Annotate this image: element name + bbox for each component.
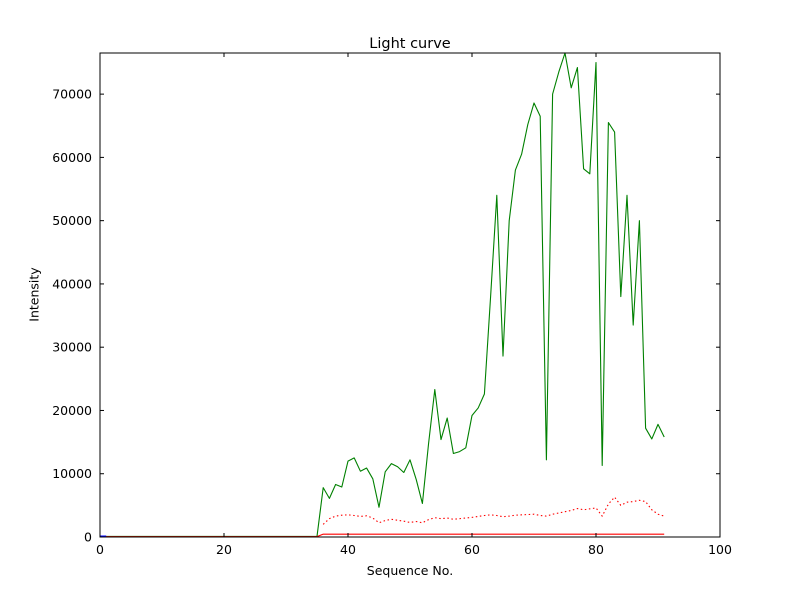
sky-intensity-red-solid-line bbox=[100, 533, 665, 538]
x-tick-label: 0 bbox=[96, 542, 104, 557]
y-tick-label: 40000 bbox=[52, 276, 92, 291]
y-tick-label: 0 bbox=[84, 530, 92, 545]
y-tick-label: 20000 bbox=[52, 403, 92, 418]
x-tick-label: 80 bbox=[588, 542, 604, 557]
x-tick-label: 40 bbox=[340, 542, 356, 557]
axes-frame bbox=[99, 52, 721, 538]
y-tick-label: 50000 bbox=[52, 213, 92, 228]
y-tick-label: 60000 bbox=[52, 150, 92, 165]
x-tick-label: 100 bbox=[708, 542, 732, 557]
x-axis-label: Sequence No. bbox=[366, 563, 454, 578]
chart-title: Light curve bbox=[369, 36, 451, 52]
y-tick-label: 30000 bbox=[52, 340, 92, 355]
y-tick-label: 10000 bbox=[52, 466, 92, 481]
x-tick-label: 20 bbox=[216, 542, 232, 557]
y-tick-label: 70000 bbox=[52, 87, 92, 102]
y-axis-label: Intensity bbox=[26, 267, 42, 322]
target-intensity-green-solid-line bbox=[100, 52, 665, 537]
x-tick-label: 60 bbox=[464, 542, 480, 557]
comparison-intensity-red-dotted-line bbox=[322, 496, 665, 525]
